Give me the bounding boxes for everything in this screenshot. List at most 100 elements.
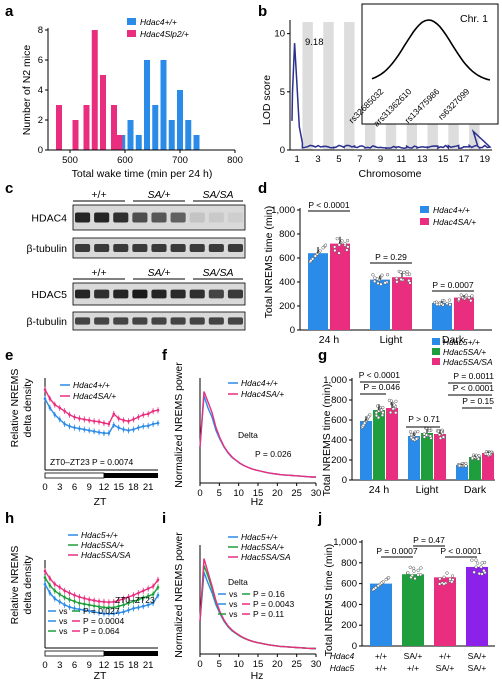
dot-1-1-1 xyxy=(394,276,399,280)
dot-0-8 xyxy=(376,584,380,588)
dot-2-1-5 xyxy=(457,297,461,301)
hist-bar-wt-10 xyxy=(193,135,200,150)
legend-swatch-hdac4-wt xyxy=(420,206,429,213)
legend-label-0: Hdac5+/+ xyxy=(81,530,118,540)
dot-1-0-9 xyxy=(385,273,390,277)
panel-j-chart: 0 200 400 600 800 1,000 +/+ +/+ SA/+ +/+ +/+ SA/+ SA… xyxy=(330,535,495,673)
panel-f-band: Delta xyxy=(238,430,258,440)
vs-pvalue-2: P = 0.064 xyxy=(83,626,120,636)
vs-pvalue-2: P = 0.11 xyxy=(253,609,284,619)
panel-b-inset-title: Chr. 1 xyxy=(460,13,488,25)
y-tick-label-2: 4 xyxy=(38,85,43,96)
hdac5-genotype-3: SA/+ xyxy=(468,663,487,673)
line-1 xyxy=(44,389,159,425)
bar-1-0 xyxy=(408,436,420,480)
blot-band-hdac4-4 xyxy=(151,212,167,223)
blot-band-hdac5-2 xyxy=(113,289,129,299)
panel-e-ylabel-1: Relative NREMS xyxy=(9,369,21,448)
legend-swatch-hdac4-slp2 xyxy=(127,30,136,37)
dot-0-1-0 xyxy=(337,243,341,247)
zt-tick-18: 18 xyxy=(128,482,139,493)
dot-0-9 xyxy=(379,581,384,585)
dot-1-0-2 xyxy=(379,282,383,286)
dot-2-1-11 xyxy=(464,293,468,297)
dot-1-0 xyxy=(412,569,416,573)
panel-e-stat: ZT0–ZT23 P = 0.0074 xyxy=(50,457,134,467)
blot-band-hdac5-7 xyxy=(208,289,224,299)
y-tick-label-0: 0 xyxy=(352,641,357,652)
dot-1-0-10 xyxy=(414,437,419,441)
blot-label-tubulin-1: β-tubulin xyxy=(27,243,68,255)
zt-tick-15: 15 xyxy=(113,482,124,493)
legend-swatch-0 xyxy=(432,338,440,345)
line-0 xyxy=(199,395,316,478)
blot-band-hdac5-0 xyxy=(75,289,91,299)
x-tick-label-0: 500 xyxy=(62,155,78,166)
panel-f-ylabel: Normalized NREMS power xyxy=(173,362,185,488)
blot-band-tubulin-2-8 xyxy=(227,317,243,325)
blot-band-hdac5-3 xyxy=(132,289,148,299)
dot-3-8 xyxy=(474,558,478,562)
hdac4-genotype-1: SA/+ xyxy=(404,651,423,661)
blot-band-hdac4-2 xyxy=(113,212,129,223)
legend-hdac4-wt: Hdac4+/+ xyxy=(140,17,177,27)
zt-tick-12: 12 xyxy=(99,482,110,493)
dot-2-0 xyxy=(445,571,449,575)
panel-d-label: d xyxy=(258,180,267,197)
row-label-hdac5: Hdac5 xyxy=(330,663,355,673)
light-phase-bar xyxy=(44,650,105,657)
dot-1-2 xyxy=(410,573,414,578)
vs-label-1: vs xyxy=(59,616,68,626)
hist-bar-slp2-1 xyxy=(72,120,79,150)
legend-label-1: Hdac5SA/+ xyxy=(241,542,284,552)
hdac4-genotype-0: +/+ xyxy=(375,651,387,661)
vs-pvalue-0: P = 0.027 xyxy=(83,606,120,616)
dot-1-1-10 xyxy=(428,434,433,438)
dot-0-1-10 xyxy=(337,251,341,255)
dot-2-0-11 xyxy=(448,303,452,307)
blot-band-tubulin-2-0 xyxy=(75,317,91,325)
legend-hdac4-sa: Hdac4SA/+ xyxy=(241,389,284,399)
sig-pvalue-1: P = 0.29 xyxy=(375,252,407,262)
hist-bar-wt-6 xyxy=(160,60,167,150)
dot-2-0-10 xyxy=(435,302,439,307)
panel-d: d 0 200 400 600 800 1,000 24 h Light Dark Hdac4+/… xyxy=(258,180,492,346)
blot-band-tubulin-2-5 xyxy=(170,317,186,325)
sig-pvalue-0: P < 0.0001 xyxy=(308,200,349,210)
panel-f-label: f xyxy=(162,347,168,364)
y-tick-label-4: 800 xyxy=(331,395,347,406)
hz-tick-label-30: 30 xyxy=(311,659,322,670)
panel-d-ylabel: Total NREMS time (min) xyxy=(263,206,275,319)
chr-label-17: 17 xyxy=(459,154,470,165)
panel-h-ylabel-2: delta density xyxy=(22,555,34,615)
legend-label-2: Hdac5SA/SA xyxy=(241,552,291,562)
blot-band-hdac4-7 xyxy=(208,212,224,223)
vs-label-0: vs xyxy=(229,589,238,599)
blot-band-tubulin-1-4 xyxy=(151,244,167,252)
panel-e-ylabel-2: delta density xyxy=(22,378,34,438)
hist-bar-slp2-0 xyxy=(56,105,62,150)
blot-group-label-1-1: SA/+ xyxy=(147,267,170,279)
zt-tick-6: 6 xyxy=(72,482,77,493)
hz-tick-label-15: 15 xyxy=(253,488,264,499)
blot-label-hdac4: HDAC4 xyxy=(31,213,67,225)
category-label-0: 24 h xyxy=(369,484,390,496)
hist-bar-slp2-4 xyxy=(100,75,106,150)
panel-e: e 0 3 6 9 12 15 18 21 Hdac4+/+Hdac4SA/+ ZT0–ZT23 … xyxy=(5,347,160,508)
y-tick-label-4: 8 xyxy=(38,25,43,36)
dot-1-1-8 xyxy=(427,428,432,433)
dot-1-10 xyxy=(419,566,423,570)
zt-tick-9: 9 xyxy=(87,482,92,493)
panel-a: a 500 600 700 800 0 2 4 6 8 Hdac4+/+ Hdac4Slp2/+… xyxy=(5,3,243,180)
dot-1-6 xyxy=(411,566,416,570)
chr-stripe-2 xyxy=(302,22,313,150)
legend-label-2: Hdac5SA/SA xyxy=(443,357,493,367)
dot-0-1-11 xyxy=(345,248,349,252)
dot-1-1-6 xyxy=(422,435,427,439)
dot-1-11 xyxy=(416,573,420,577)
dot-0-11 xyxy=(384,577,388,582)
panel-a-ylabel: Number of N2 mice xyxy=(21,45,33,136)
blot-band-hdac5-8 xyxy=(227,289,243,299)
dot-0-2-8 xyxy=(391,407,395,411)
